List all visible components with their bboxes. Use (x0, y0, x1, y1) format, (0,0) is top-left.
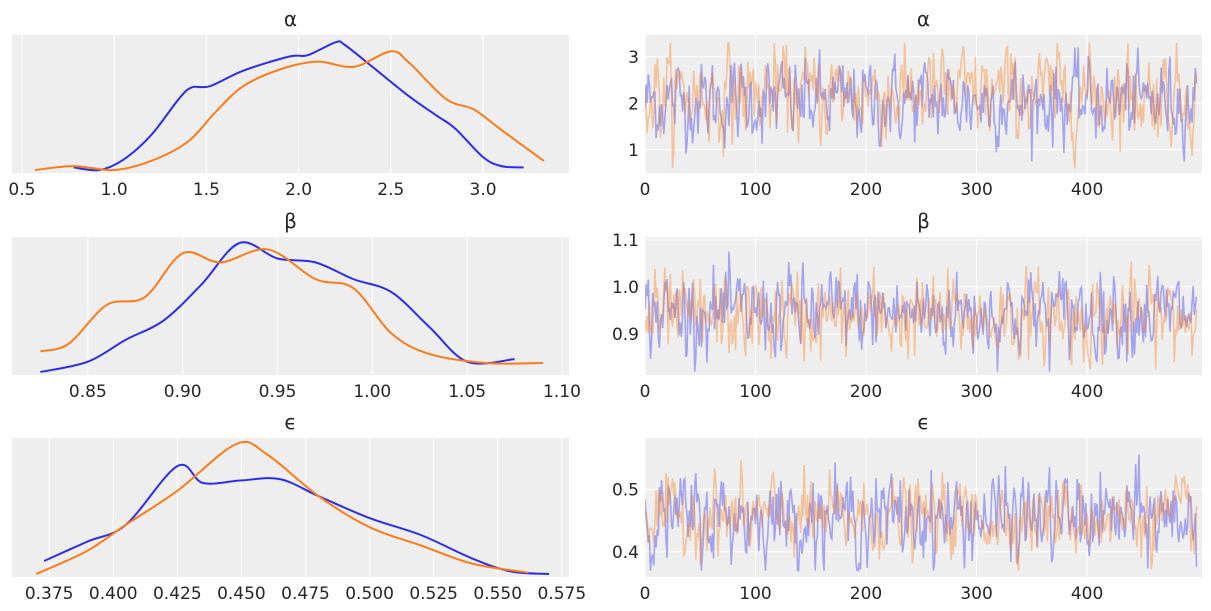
plot-background (645, 237, 1202, 375)
x-tick-label: 1.05 (448, 382, 486, 402)
x-tick-label: 200 (850, 180, 882, 200)
subplot-trace-3: 0 100 200 300 400 β 0.9 1.0 1.1 (612, 209, 1202, 402)
plot-background (12, 438, 569, 577)
subplot-title: α (917, 7, 930, 31)
y-tick-label: 0.4 (612, 543, 639, 563)
subplot-title: α (284, 7, 297, 31)
kde-line-chain-1 (34, 50, 545, 172)
x-tick-label: 0 (640, 180, 651, 200)
x-tick-label: 0.500 (345, 584, 394, 604)
subplot-kde-2: 0.85 0.90 0.95 1.00 1.05 1.10 β (12, 209, 581, 402)
kde-line-chain-0 (73, 40, 524, 172)
x-tick-label: 1.10 (543, 382, 581, 402)
trace-line-chain-0 (645, 47, 1198, 162)
subplot-title: ϵ (284, 410, 296, 434)
x-tick-label: 100 (739, 180, 771, 200)
x-tick-label: 0.95 (259, 382, 297, 402)
x-tick-label: 400 (1071, 180, 1103, 200)
trace-line-chain-1 (645, 459, 1198, 571)
x-tick-label: 300 (960, 180, 992, 200)
subplot-title: β (917, 209, 930, 233)
subplot-kde-4: 0.375 0.400 0.425 0.450 0.475 0.500 0.525 0.550… (12, 410, 586, 604)
x-tick-label: 300 (960, 584, 992, 604)
x-tick-label: 0.525 (409, 584, 458, 604)
x-tick-label: 0.475 (281, 584, 330, 604)
y-tick-label: 1.1 (612, 231, 639, 251)
x-tick-label: 0 (640, 382, 651, 402)
x-tick-label: 100 (739, 584, 771, 604)
x-tick-label: 2.0 (285, 180, 312, 200)
plot-background (645, 438, 1202, 577)
x-tick-label: 3.0 (470, 180, 497, 200)
subplot-title: ϵ (917, 410, 929, 434)
trace-line-chain-1 (645, 261, 1198, 370)
x-tick-label: 0.400 (89, 584, 138, 604)
kde-line-chain-1 (35, 440, 529, 575)
x-tick-label: 1.5 (193, 180, 220, 200)
kde-line-chain-1 (40, 248, 544, 365)
x-tick-label: 300 (960, 382, 992, 402)
y-tick-label: 0.5 (612, 480, 639, 500)
x-tick-label: 2.5 (377, 180, 404, 200)
x-tick-label: 0.90 (164, 382, 202, 402)
x-tick-label: 400 (1071, 584, 1103, 604)
trace-line-chain-0 (645, 454, 1198, 572)
x-tick-label: 0.550 (473, 584, 522, 604)
subplot-trace-1: 0 100 200 300 400 α 1 2 3 (628, 7, 1202, 200)
x-tick-label: 0.85 (69, 382, 107, 402)
y-tick-label: 1 (628, 141, 639, 161)
x-tick-label: 0.425 (153, 584, 202, 604)
kde-line-chain-0 (40, 241, 515, 373)
trace-line-chain-0 (645, 251, 1198, 372)
trace-line-chain-1 (645, 42, 1198, 169)
x-tick-label: 0.575 (537, 584, 586, 604)
y-tick-label: 1.0 (612, 278, 639, 298)
subplot-kde-0: 0.5 1.0 1.5 2.0 2.5 3.0 α (8, 7, 569, 200)
x-tick-label: 100 (739, 382, 771, 402)
x-tick-label: 1.00 (353, 382, 391, 402)
y-tick-label: 3 (628, 48, 639, 68)
x-tick-label: 400 (1071, 382, 1103, 402)
x-tick-label: 1.0 (101, 180, 128, 200)
subplot-title: β (284, 209, 297, 233)
plot-background (12, 237, 569, 375)
x-tick-label: 0.375 (25, 584, 74, 604)
subplot-trace-5: 0 100 200 300 400 ϵ 0.4 0.5 (612, 410, 1202, 604)
x-tick-label: 200 (850, 584, 882, 604)
x-tick-label: 0.5 (8, 180, 35, 200)
y-tick-label: 0.9 (612, 325, 639, 345)
x-tick-label: 200 (850, 382, 882, 402)
x-tick-label: 0 (640, 584, 651, 604)
x-tick-label: 0.450 (217, 584, 266, 604)
y-tick-label: 2 (628, 94, 639, 114)
